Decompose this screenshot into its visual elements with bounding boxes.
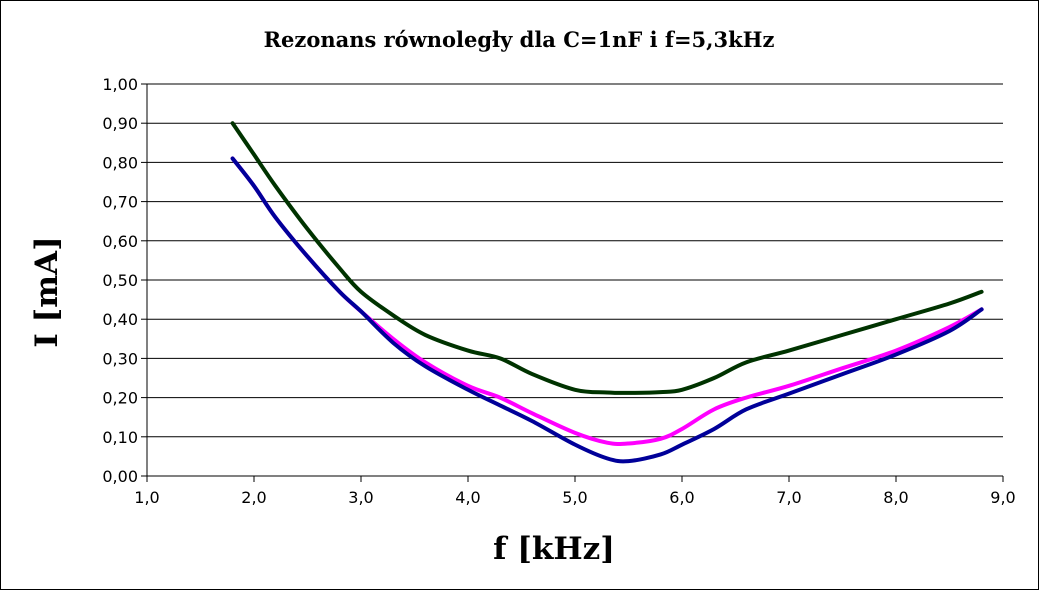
- y-tick-label: 0,90: [102, 114, 138, 133]
- y-tick-label: 0,70: [102, 193, 138, 212]
- y-tick-label: 1,00: [102, 75, 138, 94]
- x-tick-label: 4,0: [455, 488, 480, 507]
- x-tick-labels: 1,0 2,0 3,0 4,0 5,0 6,0 7,0 8,0 9,0: [134, 488, 1015, 507]
- y-tick-label: 0,30: [102, 349, 138, 368]
- x-tick-label: 6,0: [669, 488, 694, 507]
- gridlines: [147, 83, 1003, 438]
- y-axis-label: I [mA]: [29, 236, 65, 347]
- y-tick-label: 0,60: [102, 232, 138, 251]
- chart-title: Rezonans równoległy dla C=1nF i f=5,3kHz: [264, 27, 775, 52]
- y-tick-label: 0,10: [102, 428, 138, 447]
- x-tick-label: 9,0: [990, 488, 1015, 507]
- x-tick-label: 2,0: [241, 488, 266, 507]
- x-tick-label: 5,0: [562, 488, 587, 507]
- y-tick-label: 0,20: [102, 389, 138, 408]
- axes: [141, 83, 1004, 482]
- x-axis-label: f [kHz]: [493, 531, 615, 567]
- y-tick-label: 0,40: [102, 310, 138, 329]
- y-tick-label: 0,80: [102, 153, 138, 172]
- y-tick-label: 0,00: [102, 467, 138, 486]
- y-tick-labels: 0,00 0,10 0,20 0,30 0,40 0,50 0,60 0,70 0,80 0,90…: [102, 75, 138, 486]
- y-tick-label: 0,50: [102, 271, 138, 290]
- data-series: [230, 121, 984, 464]
- x-tick-label: 7,0: [776, 488, 801, 507]
- series-line-3: [230, 156, 984, 464]
- series-line-1: [230, 121, 984, 395]
- x-tick-label: 3,0: [348, 488, 373, 507]
- x-tick-label: 1,0: [134, 488, 159, 507]
- x-tick-label: 8,0: [883, 488, 908, 507]
